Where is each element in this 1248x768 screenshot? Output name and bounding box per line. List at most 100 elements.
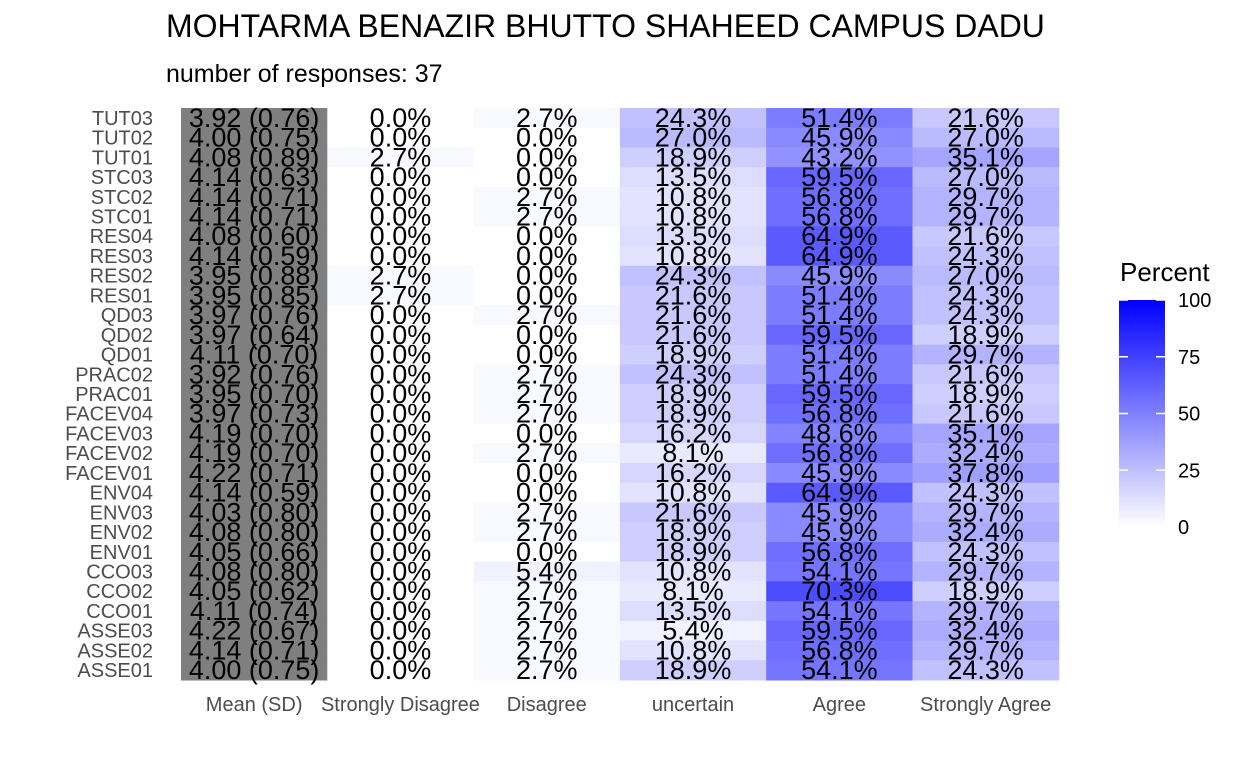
heatmap-cell bbox=[912, 186, 1060, 208]
cell-label: 45.9% bbox=[801, 123, 878, 153]
heatmap-cell bbox=[619, 344, 767, 365]
row-label: ASSE01 bbox=[77, 660, 153, 682]
heatmap-cell bbox=[327, 502, 475, 523]
heatmap-cell bbox=[619, 246, 767, 267]
legend-tick-label: 0 bbox=[1178, 517, 1189, 539]
mean-cell bbox=[181, 384, 328, 405]
heatmap-cell bbox=[327, 620, 475, 642]
cell-label: 29.7% bbox=[947, 596, 1024, 626]
heatmap-cell bbox=[912, 127, 1060, 148]
column-label: Agree bbox=[813, 694, 866, 716]
mean-sd-label: 3.95 (0.70) bbox=[189, 379, 320, 409]
cell-label: 2.7% bbox=[516, 182, 578, 212]
heatmap-cell bbox=[766, 364, 913, 385]
mean-sd-label: 4.14 (0.71) bbox=[189, 182, 320, 212]
mean-cell bbox=[181, 344, 328, 365]
heatmap-cell bbox=[473, 108, 621, 129]
heatmap-cell bbox=[912, 463, 1060, 484]
cell-label: 54.1% bbox=[801, 655, 878, 685]
cell-label: 27.0% bbox=[947, 123, 1024, 153]
heatmap-cell bbox=[912, 206, 1060, 227]
heatmap-cell bbox=[766, 620, 913, 642]
mean-cell bbox=[181, 443, 328, 464]
legend-tick-label: 100 bbox=[1178, 290, 1211, 312]
mean-sd-label: 4.05 (0.62) bbox=[189, 576, 320, 606]
heatmap-cell bbox=[327, 443, 475, 464]
cell-label: 2.7% bbox=[516, 655, 578, 685]
heatmap-cell bbox=[912, 620, 1060, 642]
cell-label: 18.9% bbox=[655, 340, 732, 370]
cell-label: 27.0% bbox=[947, 162, 1024, 192]
mean-cell bbox=[181, 167, 328, 188]
heatmap-cell bbox=[473, 186, 621, 208]
cell-label: 0.0% bbox=[370, 576, 432, 606]
heatmap-cell bbox=[473, 463, 621, 484]
cell-label: 0.0% bbox=[370, 616, 432, 646]
heatmap-cell bbox=[473, 344, 621, 365]
cell-label: 0.0% bbox=[370, 221, 432, 251]
heatmap-cell bbox=[327, 601, 475, 622]
heatmap-cell bbox=[912, 265, 1060, 287]
cell-label: 45.9% bbox=[801, 497, 878, 527]
heatmap-cell bbox=[912, 108, 1060, 129]
heatmap-cell bbox=[766, 463, 913, 484]
row-label: RES01 bbox=[90, 285, 153, 307]
cell-label: 70.3% bbox=[801, 576, 878, 606]
mean-sd-label: 4.14 (0.71) bbox=[189, 635, 320, 665]
cell-label: 2.7% bbox=[516, 300, 578, 330]
cell-label: 0.0% bbox=[516, 142, 578, 172]
heatmap-cell bbox=[766, 285, 913, 306]
mean-sd-label: 4.00 (0.75) bbox=[189, 655, 320, 685]
row-label: STC01 bbox=[91, 206, 153, 228]
heatmap-cell bbox=[766, 324, 913, 346]
mean-sd-label: 3.92 (0.76) bbox=[189, 103, 320, 133]
heatmap-cell bbox=[766, 482, 913, 503]
mean-sd-label: 4.22 (0.67) bbox=[189, 616, 320, 646]
cell-label: 2.7% bbox=[516, 103, 578, 133]
row-label: ASSE02 bbox=[77, 640, 153, 662]
cell-label: 16.2% bbox=[655, 458, 732, 488]
cell-label: 0.0% bbox=[370, 497, 432, 527]
cell-label: 0.0% bbox=[370, 340, 432, 370]
cell-label: 37.8% bbox=[947, 458, 1024, 488]
cell-label: 64.9% bbox=[801, 241, 878, 271]
cell-label: 18.9% bbox=[655, 142, 732, 172]
cell-label: 35.1% bbox=[947, 142, 1024, 172]
mean-cell bbox=[181, 581, 328, 602]
cell-label: 18.9% bbox=[947, 576, 1024, 606]
heatmap-cell bbox=[619, 127, 767, 148]
heatmap-cell bbox=[327, 344, 475, 365]
cell-label: 21.6% bbox=[947, 103, 1024, 133]
mean-cell bbox=[181, 246, 328, 267]
heatmap-cell bbox=[766, 502, 913, 523]
cell-label: 0.0% bbox=[516, 340, 578, 370]
cell-label: 24.3% bbox=[947, 241, 1024, 271]
cell-label: 2.7% bbox=[516, 576, 578, 606]
heatmap-cell bbox=[473, 305, 621, 326]
cell-label: 10.8% bbox=[655, 241, 732, 271]
cell-label: 0.0% bbox=[516, 478, 578, 508]
cell-label: 64.9% bbox=[801, 478, 878, 508]
row-label: PRAC02 bbox=[75, 364, 153, 386]
heatmap-cell bbox=[912, 660, 1060, 681]
cell-label: 0.0% bbox=[370, 438, 432, 468]
heatmap-cell bbox=[912, 324, 1060, 346]
cell-label: 0.0% bbox=[516, 162, 578, 192]
column-label: Strongly Agree bbox=[920, 694, 1051, 716]
cell-label: 59.5% bbox=[801, 379, 878, 409]
heatmap-cell bbox=[766, 640, 913, 661]
mean-sd-label: 4.14 (0.59) bbox=[189, 241, 320, 271]
mean-cell bbox=[181, 147, 328, 168]
row-label: QD03 bbox=[101, 305, 153, 327]
mean-sd-label: 4.05 (0.66) bbox=[189, 537, 320, 567]
legend-tick-label: 25 bbox=[1178, 460, 1200, 482]
heatmap-cell bbox=[473, 265, 621, 287]
cell-label: 0.0% bbox=[516, 458, 578, 488]
heatmap-cell bbox=[473, 285, 621, 306]
mean-cell bbox=[181, 601, 328, 622]
heatmap-cell bbox=[619, 324, 767, 346]
cell-label: 18.9% bbox=[947, 379, 1024, 409]
heatmap-cell bbox=[327, 561, 475, 582]
mean-sd-label: 4.19 (0.70) bbox=[189, 438, 320, 468]
row-label: ENV02 bbox=[90, 522, 153, 544]
